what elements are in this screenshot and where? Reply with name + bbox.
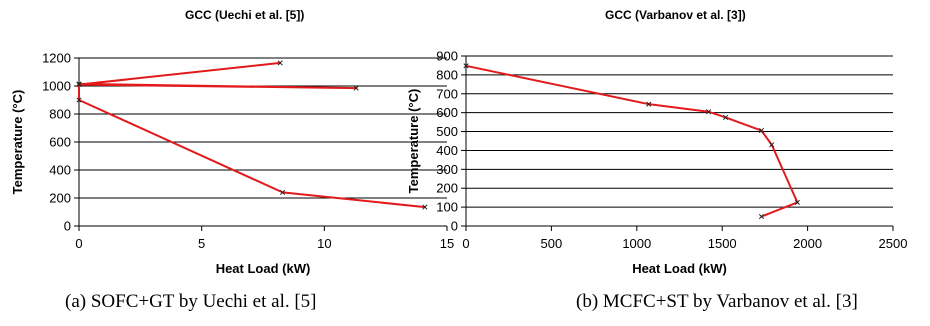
x-tick-label: 15 bbox=[440, 236, 454, 251]
x-tick-label: 2500 bbox=[879, 236, 908, 251]
chart-a: GCC (Uechi et al. [5]) 0 200 400 600 800 1000 1… bbox=[10, 8, 454, 312]
y-tick-label: 200 bbox=[436, 181, 458, 196]
y-tick-label: 500 bbox=[436, 124, 458, 139]
data-point bbox=[794, 199, 800, 205]
data-point-marker bbox=[280, 189, 286, 195]
x-axis-label: Heat Load (kW) bbox=[216, 261, 311, 276]
data-point bbox=[758, 214, 765, 220]
y-tick-label: 800 bbox=[49, 107, 71, 122]
data-point bbox=[705, 109, 712, 115]
data-point-marker bbox=[353, 85, 359, 91]
data-point-marker bbox=[277, 60, 283, 66]
y-axis-label: Temperature (°C) bbox=[10, 90, 25, 195]
figure-caption: (b) MCFC+ST by Varbanov et al. [3] bbox=[576, 291, 858, 312]
data-point-marker bbox=[76, 81, 82, 87]
y-tick-label: 600 bbox=[49, 135, 71, 150]
y-tick-label: 800 bbox=[436, 67, 458, 82]
x-tick-label: 2000 bbox=[793, 236, 822, 251]
y-tick-label: 1200 bbox=[42, 51, 71, 66]
data-point bbox=[463, 63, 469, 69]
y-tick-label: 400 bbox=[49, 163, 71, 178]
data-point bbox=[422, 204, 428, 210]
chart-title: GCC (Uechi et al. [5]) bbox=[185, 8, 304, 22]
data-point-marker bbox=[758, 128, 765, 134]
data-point-marker bbox=[646, 101, 652, 107]
y-tick-label: 200 bbox=[49, 191, 71, 206]
data-point-marker bbox=[422, 204, 428, 210]
data-point-marker bbox=[463, 63, 469, 69]
data-point bbox=[280, 189, 286, 195]
y-tick-label: 400 bbox=[436, 143, 458, 158]
y-tick-label: 0 bbox=[64, 219, 71, 234]
x-tick-label: 5 bbox=[198, 236, 205, 251]
x-tick-label: 1000 bbox=[622, 236, 651, 251]
x-tick-label: 500 bbox=[541, 236, 563, 251]
y-tick-label: 600 bbox=[436, 105, 458, 120]
data-point-marker bbox=[794, 199, 800, 205]
x-tick-label: 10 bbox=[317, 236, 331, 251]
figure-caption: (a) SOFC+GT by Uechi et al. [5] bbox=[65, 291, 317, 312]
y-tick-label: 100 bbox=[436, 200, 458, 215]
data-point bbox=[277, 60, 283, 66]
data-point bbox=[353, 85, 359, 91]
series-line bbox=[78, 61, 426, 209]
data-point-marker bbox=[76, 97, 82, 103]
y-tick-label: 300 bbox=[436, 162, 458, 177]
x-tick-label: 1500 bbox=[708, 236, 737, 251]
y-axis-label: Temperature (°C) bbox=[406, 89, 421, 194]
data-point bbox=[646, 101, 652, 107]
data-point bbox=[76, 97, 82, 103]
data-point-marker bbox=[723, 114, 729, 120]
data-point bbox=[723, 114, 729, 120]
y-tick-label: 1000 bbox=[42, 79, 71, 94]
x-tick-label: 0 bbox=[75, 236, 82, 251]
y-tick-label: 0 bbox=[451, 219, 458, 234]
x-tick-label: 0 bbox=[462, 236, 469, 251]
data-point bbox=[769, 142, 775, 148]
y-tick-label: 900 bbox=[436, 49, 458, 64]
x-axis-label: Heat Load (kW) bbox=[632, 261, 727, 276]
series-line bbox=[465, 64, 799, 218]
data-point-marker bbox=[758, 214, 765, 220]
data-point bbox=[76, 81, 82, 87]
data-point-marker bbox=[705, 109, 712, 115]
chart-title: GCC (Varbanov et al. [3]) bbox=[605, 8, 746, 22]
data-point-marker bbox=[769, 142, 775, 148]
data-point bbox=[758, 128, 765, 134]
chart-b: GCC (Varbanov et al. [3]) 0 100 200 300 400 50… bbox=[406, 8, 907, 312]
y-tick-label: 700 bbox=[436, 86, 458, 101]
